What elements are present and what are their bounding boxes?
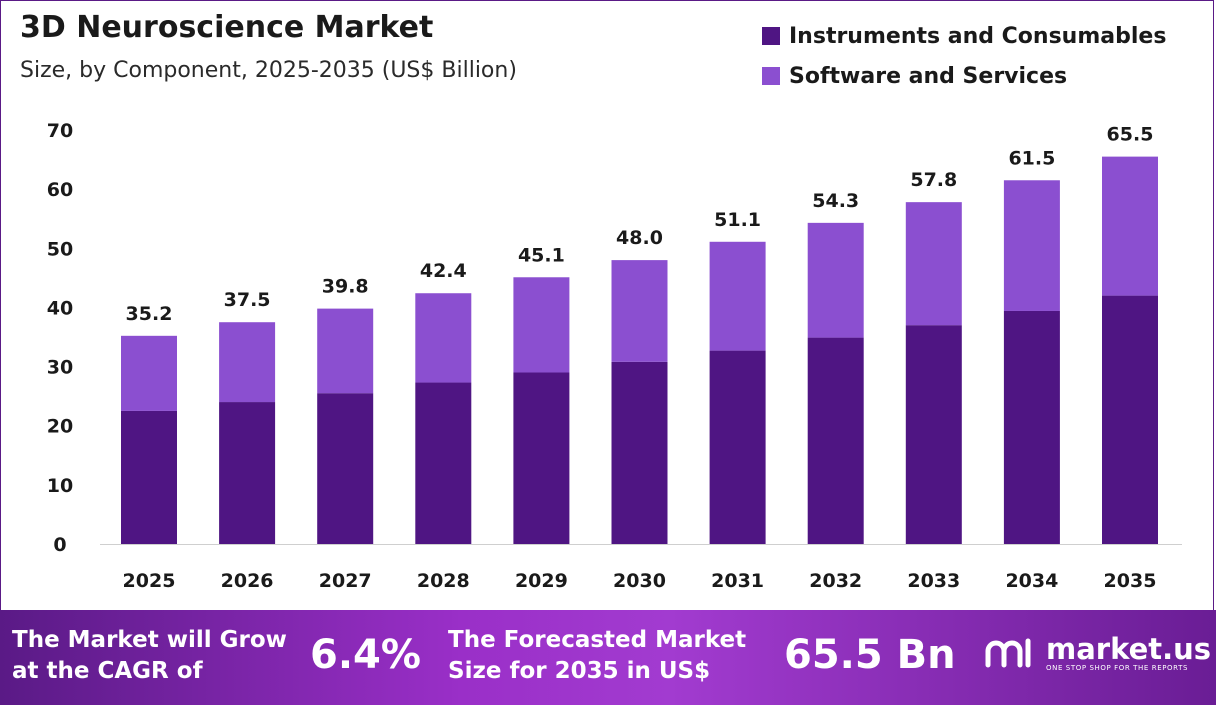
data-label-total: 57.8: [910, 169, 957, 191]
x-tick-label: 2028: [417, 570, 470, 592]
data-label-total: 61.5: [1008, 147, 1055, 169]
data-label-total: 65.5: [1107, 124, 1154, 146]
x-tick-label: 2034: [1005, 570, 1058, 592]
y-tick-label: 30: [47, 357, 73, 379]
y-tick-label: 0: [53, 534, 66, 556]
market-us-logo-icon: [985, 638, 1031, 668]
forecast-value: 65.5 Bn: [784, 632, 956, 678]
legend: Instruments and Consumables Software and…: [762, 16, 1166, 96]
bar-instruments-2035: [1102, 295, 1158, 544]
data-label-total: 54.3: [812, 190, 859, 212]
x-tick-label: 2033: [907, 570, 960, 592]
brand-tagline: ONE STOP SHOP FOR THE REPORTS: [1046, 664, 1189, 672]
brand-logo: market.us ONE STOP SHOP FOR THE REPORTS: [984, 634, 1211, 672]
bar-instruments-2034: [1003, 310, 1060, 544]
x-tick-label: 2029: [515, 570, 568, 592]
bar-instruments-2027: [317, 393, 374, 544]
cagr-label-line-1: The Market will Grow: [12, 627, 287, 653]
data-label-total: 48.0: [616, 227, 663, 249]
cagr-label: The Market will Grow at the CAGR of: [12, 625, 287, 687]
chart-title: 3D Neuroscience Market: [20, 10, 434, 45]
x-tick-label: 2025: [123, 570, 176, 592]
legend-swatch-software: [762, 67, 780, 85]
bar-instruments-2030: [611, 361, 668, 544]
y-tick-label: 20: [47, 416, 73, 438]
x-tick-label: 2031: [711, 570, 764, 592]
y-tick-label: 40: [47, 297, 73, 319]
bar-instruments-2031: [709, 350, 766, 544]
bar-software-2027: [317, 308, 374, 394]
cagr-label-line-2: at the CAGR of: [12, 658, 203, 684]
legend-swatch-instruments: [762, 27, 780, 45]
data-label-total: 39.8: [322, 276, 369, 298]
bar-software-2031: [709, 241, 766, 351]
bar-instruments-2026: [219, 402, 276, 544]
data-label-total: 45.1: [518, 244, 565, 266]
bar-instruments-2028: [415, 382, 472, 544]
x-tick-label: 2026: [221, 570, 274, 592]
footer-banner: The Market will Grow at the CAGR of 6.4%…: [0, 610, 1216, 705]
legend-label-instruments: Instruments and Consumables: [789, 23, 1167, 49]
bar-software-2030: [611, 260, 668, 362]
bar-instruments-2025: [121, 410, 177, 544]
x-tick-label: 2032: [809, 570, 862, 592]
y-tick-label: 70: [47, 120, 73, 142]
bar-software-2034: [1003, 180, 1060, 311]
bar-software-2035: [1102, 156, 1158, 296]
forecast-label: The Forecasted Market Size for 2035 in U…: [448, 625, 746, 687]
chart-subtitle: Size, by Component, 2025-2035 (US$ Billi…: [20, 58, 517, 83]
bar-instruments-2032: [807, 337, 864, 544]
legend-item-instruments: Instruments and Consumables: [762, 16, 1166, 56]
x-tick-label: 2035: [1104, 570, 1157, 592]
bar-chart: 01020304050607035.2202537.5202639.820274…: [47, 120, 1182, 592]
y-tick-label: 50: [47, 238, 73, 260]
forecast-label-line-2: Size for 2035 in US$: [448, 658, 711, 684]
cagr-value: 6.4%: [310, 632, 421, 678]
data-label-total: 42.4: [420, 260, 467, 282]
legend-label-software: Software and Services: [789, 63, 1068, 89]
bar-software-2033: [905, 202, 962, 326]
bar-software-2026: [219, 322, 276, 403]
y-tick-label: 10: [47, 475, 73, 497]
bar-software-2028: [415, 293, 472, 383]
bar-software-2032: [807, 222, 864, 338]
x-tick-label: 2027: [319, 570, 372, 592]
forecast-label-line-1: The Forecasted Market: [448, 627, 747, 653]
brand-name: market.us: [1046, 632, 1212, 666]
bar-software-2025: [121, 335, 177, 411]
data-label-total: 37.5: [224, 289, 271, 311]
data-label-total: 51.1: [714, 209, 761, 231]
bar-software-2029: [513, 277, 570, 373]
legend-item-software: Software and Services: [762, 56, 1166, 96]
y-tick-label: 60: [47, 179, 73, 201]
bar-instruments-2033: [905, 325, 962, 544]
bar-instruments-2029: [513, 372, 570, 544]
x-tick-label: 2030: [613, 570, 666, 592]
data-label-total: 35.2: [126, 303, 173, 325]
